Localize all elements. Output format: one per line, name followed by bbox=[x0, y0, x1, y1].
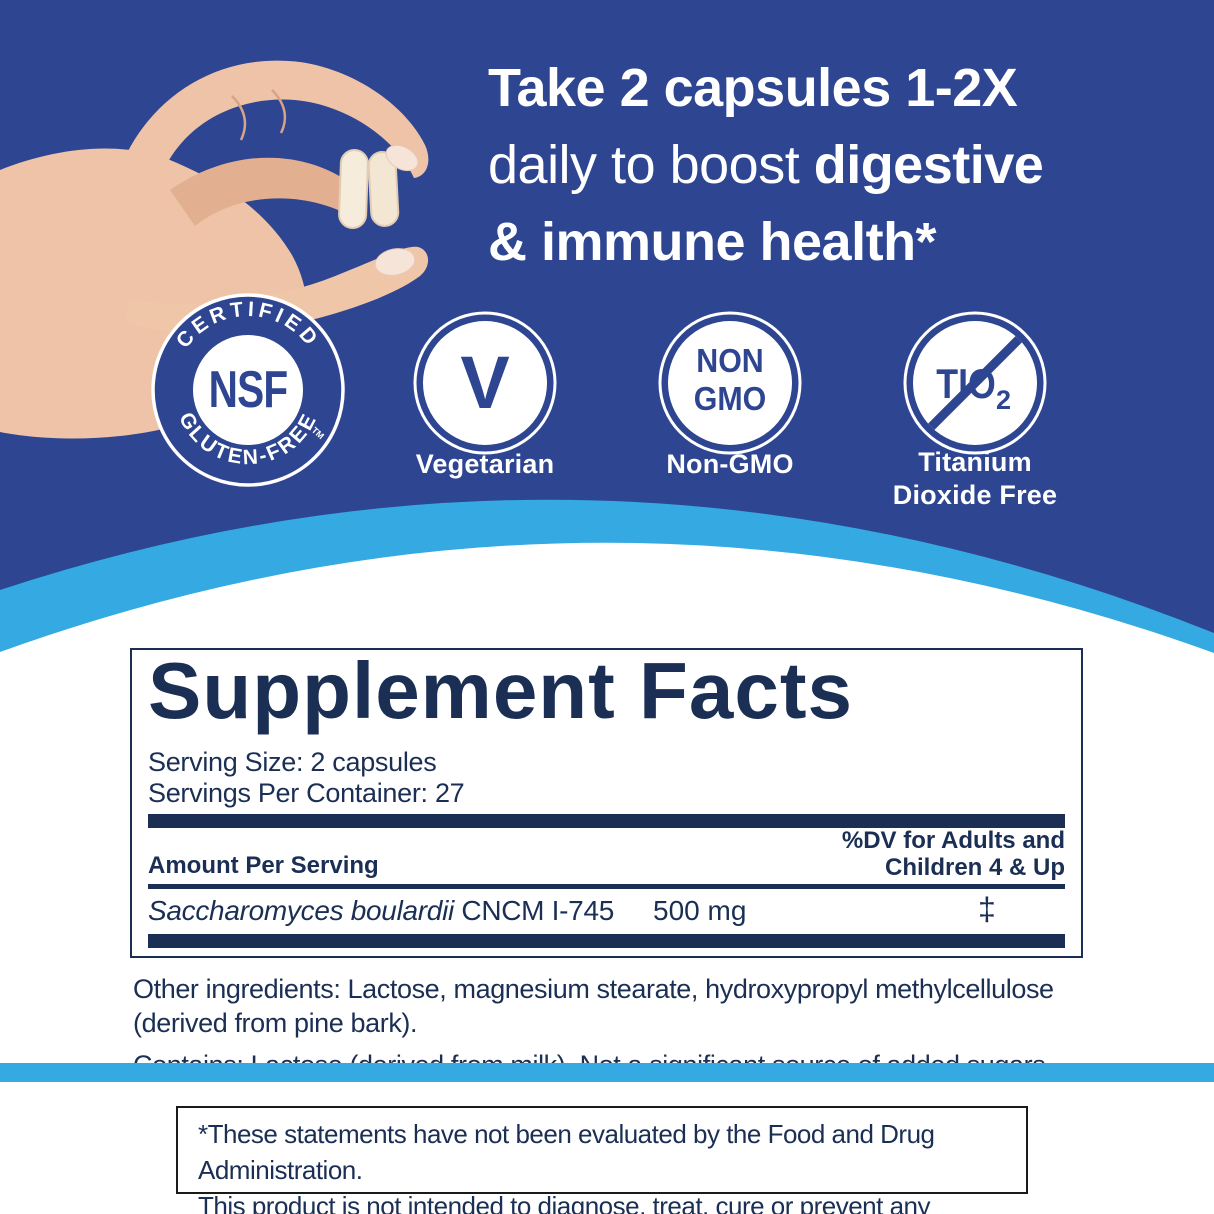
thumb-fingernail bbox=[374, 248, 416, 276]
hand-middle-finger bbox=[170, 157, 366, 226]
headline-line2: daily to boost digestive bbox=[488, 127, 1044, 204]
supplement-facts-title: Supplement Facts bbox=[148, 648, 854, 735]
hero-section: Take 2 capsules 1-2X daily to boost dige… bbox=[0, 0, 1214, 720]
capsule-pair bbox=[338, 149, 400, 230]
headline-line1: Take 2 capsules 1-2X bbox=[488, 58, 1018, 118]
knuckle-crease bbox=[271, 89, 287, 134]
ingredient-name-italic: Saccharomyces boulardii bbox=[148, 895, 454, 926]
servings-per-container: Servings Per Container: 27 bbox=[148, 778, 465, 808]
knuckle-crease bbox=[231, 95, 247, 141]
ingredient-name-rest: CNCM I-745 bbox=[453, 895, 614, 926]
dv-header-line1: %DV for Adults and bbox=[841, 827, 1065, 854]
facts-header-row: Amount Per Serving %DV for Adults and Ch… bbox=[148, 827, 1065, 881]
tio2-label: Titanium Dioxide Free bbox=[855, 446, 1095, 512]
non-gmo-label: Non-GMO bbox=[666, 449, 794, 479]
light-blue-stripe bbox=[0, 1063, 1214, 1082]
hand-index-finger bbox=[120, 60, 429, 185]
ingredient-row: Saccharomyces boulardii CNCM I-745 500 m… bbox=[148, 889, 1065, 929]
headline-line2-regular: daily to boost bbox=[488, 135, 814, 195]
disclaimer-line2: This product is not intended to diagnose… bbox=[198, 1191, 931, 1214]
divider-bar-thick bbox=[148, 934, 1065, 948]
tio2-slash bbox=[922, 330, 1028, 436]
supplement-facts-panel: Supplement Facts Serving Size: 2 capsule… bbox=[130, 648, 1083, 958]
serving-size: Serving Size: 2 capsules bbox=[148, 747, 437, 777]
nsf-center-text: NSF bbox=[209, 360, 288, 418]
ingredient-name: Saccharomyces boulardii CNCM I-745 bbox=[148, 895, 614, 927]
non-gmo-glyph-top: NON bbox=[696, 342, 763, 379]
dv-header-line2: Children 4 & Up bbox=[884, 854, 1065, 881]
divider-bar-thin bbox=[148, 884, 1065, 889]
disclaimer-line1: *These statements have not been evaluate… bbox=[198, 1119, 935, 1185]
ingredient-dv-symbol: ‡ bbox=[978, 891, 996, 927]
titanium-dioxide-free-badge-icon: TIO 2 bbox=[903, 311, 1047, 455]
hero-headline: Take 2 capsules 1-2X daily to boost dige… bbox=[488, 50, 1044, 281]
dv-header: %DV for Adults and Children 4 & Up bbox=[842, 827, 1065, 881]
other-ingredients-text: Other ingredients: Lactose, magnesium st… bbox=[133, 974, 1054, 1038]
divider-bar-thick bbox=[148, 814, 1065, 828]
vegetarian-label: Vegetarian bbox=[415, 449, 555, 479]
headline-line3: & immune health* bbox=[488, 212, 937, 272]
headline-line2-bold: digestive bbox=[813, 135, 1044, 195]
tio2-glyph-subscript: 2 bbox=[996, 385, 1011, 415]
non-gmo-glyph-bottom: GMO bbox=[694, 380, 766, 417]
fda-disclaimer-box: *These statements have not been evaluate… bbox=[176, 1106, 1028, 1214]
ingredient-amount: 500 mg bbox=[653, 895, 747, 926]
amount-per-serving-header: Amount Per Serving bbox=[148, 852, 379, 879]
index-fingernail bbox=[385, 144, 419, 172]
vegetarian-badge-icon: V bbox=[413, 311, 557, 455]
tio2-label-line1: Titanium bbox=[918, 447, 1032, 477]
vegetarian-glyph: V bbox=[460, 341, 509, 424]
daily-value-footnote: ‡Daily Value not established. bbox=[148, 952, 1065, 956]
tio2-label-line2: Dioxide Free bbox=[892, 480, 1058, 510]
non-gmo-badge-icon: NON GMO bbox=[658, 311, 802, 455]
nsf-gluten-free-badge-icon: CERTIFIED GLUTEN-FREE TM NSF bbox=[151, 293, 345, 487]
